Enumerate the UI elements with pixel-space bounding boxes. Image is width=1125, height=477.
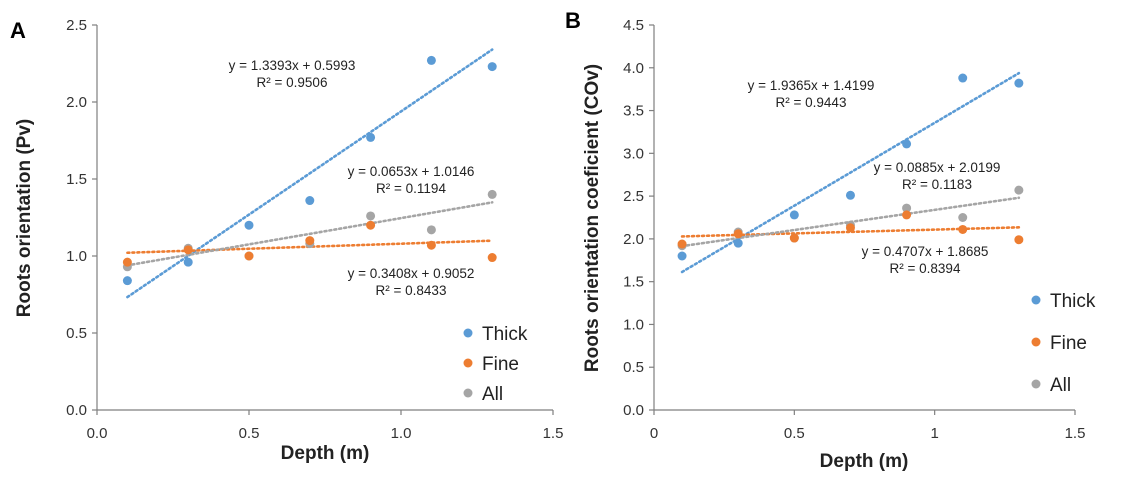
data-point-all bbox=[426, 225, 436, 235]
y-tick-label: 2.5 bbox=[623, 188, 644, 205]
legend-label-fine: Fine bbox=[482, 354, 519, 375]
y-tick-label: 0.5 bbox=[623, 359, 644, 376]
trend-r-squared: R² = 0.8433 bbox=[376, 283, 447, 298]
x-tick-label: 1.5 bbox=[1065, 425, 1086, 442]
legend-label-all: All bbox=[1050, 375, 1071, 396]
panel-b: B 0.0 0.5 1.0 1.5 2.0 2.5 3.0 3.5 4.0 4.5 0 0.5 1 1.5 D… bbox=[565, 8, 1096, 472]
x-tick-label: 0.5 bbox=[239, 425, 260, 442]
x-tick-label: 0 bbox=[650, 425, 658, 442]
data-point-fine bbox=[183, 245, 193, 255]
y-tick-label: 1.0 bbox=[66, 248, 87, 265]
data-point-fine bbox=[244, 251, 254, 261]
data-point-thick bbox=[487, 62, 497, 72]
y-axis-title: Roots orientation coeficient (COv) bbox=[582, 64, 603, 372]
data-point-fine bbox=[733, 229, 743, 239]
data-point-fine bbox=[789, 233, 799, 243]
y-tick-label: 4.0 bbox=[623, 60, 644, 77]
panel-letter: A bbox=[10, 18, 26, 43]
y-tick-label: 3.5 bbox=[623, 103, 644, 120]
x-tick-label: 1.0 bbox=[391, 425, 412, 442]
x-tick-label: 1.5 bbox=[543, 425, 564, 442]
legend-marker-fine bbox=[463, 358, 473, 368]
trend-equation: y = 0.3408x + 0.9052 bbox=[348, 266, 475, 281]
x-tick-label: 0.0 bbox=[87, 425, 108, 442]
data-point-thick bbox=[789, 210, 799, 220]
data-point-thick bbox=[366, 132, 376, 142]
trend-equation: y = 0.0885x + 2.0199 bbox=[874, 160, 1001, 175]
legend-marker-all bbox=[463, 388, 473, 398]
y-tick-label: 1.5 bbox=[66, 171, 87, 188]
y-tick-label: 0.5 bbox=[66, 325, 87, 342]
data-point-thick bbox=[183, 257, 193, 267]
y-tick-label: 0.0 bbox=[66, 402, 87, 419]
data-point-fine bbox=[902, 210, 912, 220]
trend-r-squared: R² = 0.1183 bbox=[902, 177, 972, 192]
data-point-thick bbox=[305, 196, 315, 206]
data-point-thick bbox=[426, 55, 436, 65]
trend-equation: y = 0.4707x + 1.8685 bbox=[862, 244, 989, 259]
data-point-fine bbox=[958, 224, 968, 234]
data-point-thick bbox=[958, 73, 968, 83]
trendline-thick bbox=[126, 48, 494, 299]
y-tick-label: 3.0 bbox=[623, 145, 644, 162]
data-point-thick bbox=[122, 276, 132, 286]
x-axis-title: Depth (m) bbox=[820, 451, 909, 472]
y-axis-title: Roots orientation (Pv) bbox=[14, 119, 35, 317]
data-point-thick bbox=[733, 238, 743, 248]
data-point-all bbox=[1014, 185, 1024, 195]
data-point-fine bbox=[845, 223, 855, 233]
trend-equation: y = 1.3393x + 0.5993 bbox=[229, 58, 356, 73]
data-point-thick bbox=[244, 220, 254, 230]
data-point-fine bbox=[305, 236, 315, 246]
data-point-fine bbox=[1014, 235, 1024, 245]
panel-letter: B bbox=[565, 8, 581, 33]
data-point-fine bbox=[426, 240, 436, 250]
y-tick-label: 2.5 bbox=[66, 17, 87, 34]
trend-r-squared: R² = 0.9443 bbox=[776, 95, 847, 110]
data-point-all bbox=[366, 211, 376, 221]
data-point-all bbox=[958, 213, 968, 222]
y-tick-label: 1.0 bbox=[623, 316, 644, 333]
x-tick-label: 0.5 bbox=[784, 425, 805, 442]
data-point-fine bbox=[677, 239, 687, 249]
data-point-thick bbox=[845, 190, 855, 200]
trendline-all bbox=[126, 201, 494, 267]
trend-r-squared: R² = 0.9506 bbox=[257, 75, 328, 90]
trend-equation: y = 0.0653x + 1.0146 bbox=[348, 164, 475, 179]
legend-marker-thick bbox=[1031, 295, 1041, 305]
data-point-thick bbox=[1014, 78, 1024, 88]
trend-r-squared: R² = 0.1194 bbox=[376, 181, 446, 196]
legend-label-thick: Thick bbox=[1050, 291, 1096, 312]
legend-marker-fine bbox=[1031, 337, 1041, 347]
panel-a: A 0.0 0.5 1.0 1.5 2.0 2.5 0.0 0.5 1.0 1.5 Depth (m)… bbox=[10, 17, 563, 464]
x-axis-title: Depth (m) bbox=[281, 443, 370, 464]
y-tick-label: 1.5 bbox=[623, 274, 644, 291]
legend-marker-thick bbox=[463, 328, 473, 338]
data-point-thick bbox=[902, 139, 912, 149]
y-tick-label: 2.0 bbox=[623, 231, 644, 248]
y-tick-label: 4.5 bbox=[623, 17, 644, 34]
data-point-fine bbox=[122, 257, 132, 267]
trend-r-squared: R² = 0.8394 bbox=[890, 261, 961, 276]
x-tick-label: 1 bbox=[930, 425, 938, 442]
trend-equation: y = 1.9365x + 1.4199 bbox=[748, 78, 875, 93]
data-point-thick bbox=[677, 251, 687, 261]
data-point-all bbox=[902, 203, 912, 213]
data-point-fine bbox=[487, 253, 497, 263]
legend-label-all: All bbox=[482, 384, 503, 405]
data-point-fine bbox=[366, 220, 376, 230]
y-tick-label: 2.0 bbox=[66, 94, 87, 111]
y-tick-label: 0.0 bbox=[623, 402, 644, 419]
data-point-all bbox=[487, 189, 497, 199]
legend-marker-all bbox=[1031, 379, 1041, 389]
legend-label-fine: Fine bbox=[1050, 333, 1087, 354]
legend-label-thick: Thick bbox=[482, 324, 528, 345]
